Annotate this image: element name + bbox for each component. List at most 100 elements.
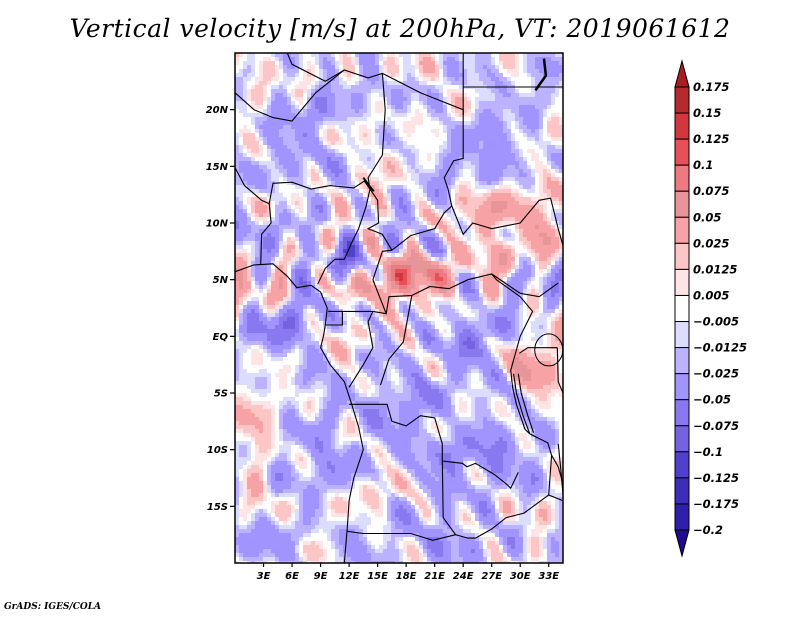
field-cell	[487, 249, 492, 254]
field-cell	[375, 117, 380, 122]
field-cell	[239, 265, 244, 270]
field-cell	[459, 57, 464, 62]
field-cell	[339, 165, 344, 170]
field-cell	[399, 193, 404, 198]
field-cell	[447, 141, 452, 146]
field-cell	[247, 241, 252, 246]
field-cell	[319, 133, 324, 138]
field-cell	[247, 77, 252, 82]
field-cell	[243, 137, 248, 142]
field-cell	[255, 173, 260, 178]
field-cell	[299, 217, 304, 222]
field-cell	[407, 165, 412, 170]
field-cell	[431, 193, 436, 198]
field-cell	[403, 97, 408, 102]
field-cell	[495, 157, 500, 162]
field-cell	[463, 273, 468, 278]
field-cell	[235, 117, 240, 122]
field-cell	[259, 133, 264, 138]
field-cell	[395, 157, 400, 162]
field-cell	[443, 293, 448, 298]
field-cell	[339, 105, 344, 110]
field-cell	[419, 141, 424, 146]
field-cell	[283, 117, 288, 122]
field-cell	[291, 285, 296, 290]
field-cell	[451, 277, 456, 282]
field-cell	[467, 221, 472, 226]
field-cell	[463, 69, 468, 74]
field-cell	[351, 73, 356, 78]
field-cell	[255, 273, 260, 278]
field-cell	[495, 61, 500, 66]
field-cell	[323, 221, 328, 226]
field-cell	[495, 145, 500, 150]
field-cell	[259, 209, 264, 214]
field-cell	[299, 213, 304, 218]
field-cell	[559, 221, 563, 226]
field-cell	[527, 277, 532, 282]
field-cell	[363, 77, 368, 82]
field-cell	[555, 189, 560, 194]
field-cell	[363, 205, 368, 210]
field-cell	[527, 173, 532, 178]
field-cell	[523, 125, 528, 130]
field-cell	[319, 245, 324, 250]
field-cell	[503, 225, 508, 230]
field-cell	[327, 253, 332, 258]
field-cell	[431, 137, 436, 142]
field-cell	[367, 257, 372, 262]
field-cell	[375, 89, 380, 94]
field-cell	[431, 185, 436, 190]
field-cell	[419, 109, 424, 114]
field-cell	[555, 177, 560, 182]
field-cell	[355, 233, 360, 238]
field-cell	[339, 189, 344, 194]
field-cell	[303, 57, 308, 62]
field-cell	[327, 117, 332, 122]
field-cell	[543, 257, 548, 262]
field-cell	[307, 53, 312, 58]
field-cell	[411, 205, 416, 210]
field-cell	[279, 169, 284, 174]
field-cell	[363, 165, 368, 170]
velocity-field	[235, 53, 563, 563]
field-cell	[435, 273, 440, 278]
field-cell	[243, 177, 248, 182]
field-cell	[299, 289, 304, 294]
field-cell	[343, 121, 348, 126]
field-cell	[267, 113, 272, 118]
field-cell	[379, 233, 384, 238]
field-cell	[455, 81, 460, 86]
field-cell	[495, 197, 500, 202]
field-cell	[363, 137, 368, 142]
field-cell	[523, 165, 528, 170]
field-cell	[427, 125, 432, 130]
field-cell	[435, 125, 440, 130]
field-cell	[539, 225, 544, 230]
field-cell	[395, 57, 400, 62]
field-cell	[459, 145, 464, 150]
field-cell	[439, 253, 444, 258]
field-cell	[259, 149, 264, 154]
field-cell	[423, 197, 428, 202]
field-cell	[487, 269, 492, 274]
field-cell	[507, 129, 512, 134]
field-cell	[247, 161, 252, 166]
field-cell	[375, 269, 380, 274]
field-cell	[403, 165, 408, 170]
field-cell	[511, 213, 516, 218]
field-cell	[379, 261, 384, 266]
field-cell	[247, 101, 252, 106]
field-cell	[279, 65, 284, 70]
field-cell	[275, 121, 280, 126]
field-cell	[547, 157, 552, 162]
field-cell	[395, 225, 400, 230]
field-cell	[267, 193, 272, 198]
field-cell	[415, 149, 420, 154]
field-cell	[351, 105, 356, 110]
field-cell	[271, 105, 276, 110]
field-cell	[259, 117, 264, 122]
field-cell	[527, 57, 532, 62]
field-cell	[295, 169, 300, 174]
field-cell	[487, 169, 492, 174]
